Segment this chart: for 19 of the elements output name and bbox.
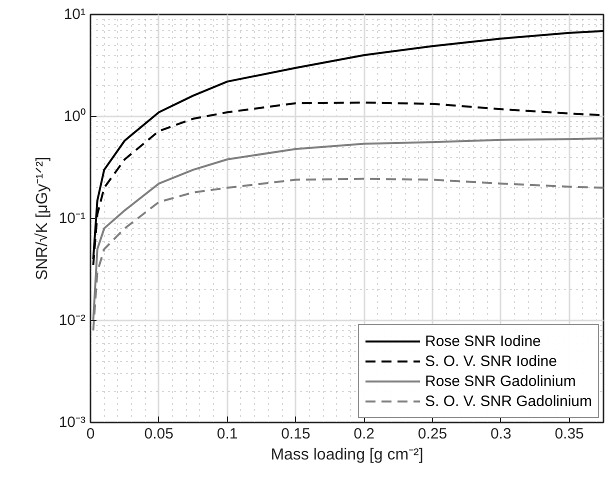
- x-tick-label: 0.35: [554, 426, 584, 442]
- x-axis-title: Mass loading [g cm⁻²]: [270, 446, 424, 464]
- x-tick-label: 0.15: [281, 426, 310, 442]
- x-tick-label: 0.3: [490, 426, 512, 442]
- legend-label: Rose SNR Iodine: [424, 332, 541, 350]
- legend-label: S. O. V. SNR Gadolinium: [424, 392, 592, 410]
- x-tick-label: 0: [86, 426, 95, 442]
- y-tick-label: 10¹: [64, 6, 86, 23]
- x-tick-label: 0.05: [144, 426, 174, 442]
- x-tick-label: 0.2: [354, 426, 375, 442]
- y-axis-title: SNR/√K [μGy⁻¹ᐟ²]: [34, 156, 51, 280]
- y-tick-label: 10⁰: [64, 108, 86, 125]
- y-tick-label: 10⁻²: [58, 312, 86, 329]
- y-tick-label: 10⁻³: [58, 414, 86, 431]
- x-tick-label: 0.25: [418, 426, 448, 442]
- legend-label: S. O. V. SNR Iodine: [424, 352, 557, 370]
- y-tick-label: 10⁻¹: [58, 210, 86, 227]
- x-tick-label: 0.1: [216, 426, 238, 442]
- legend-label: Rose SNR Gadolinium: [424, 372, 576, 390]
